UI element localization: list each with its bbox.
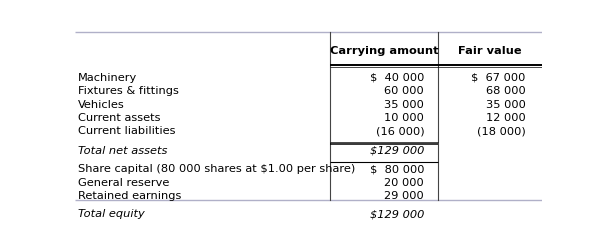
Text: Vehicles: Vehicles [78,100,125,109]
Text: Fair value: Fair value [458,46,522,56]
Text: Carrying amount: Carrying amount [330,46,438,56]
Text: 35 000: 35 000 [486,100,526,109]
Text: 12 000: 12 000 [486,113,526,123]
Text: Current liabilities: Current liabilities [78,126,175,136]
Text: $129 000: $129 000 [370,146,424,156]
Text: Retained earnings: Retained earnings [78,191,181,201]
Text: General reserve: General reserve [78,178,169,188]
Text: 29 000: 29 000 [385,191,424,201]
Text: 20 000: 20 000 [385,178,424,188]
Text: Total net assets: Total net assets [78,146,167,156]
Text: Machinery: Machinery [78,73,137,83]
Text: (18 000): (18 000) [477,126,526,136]
Text: Total equity: Total equity [78,209,144,219]
Text: 10 000: 10 000 [384,113,424,123]
Text: 68 000: 68 000 [486,86,526,96]
Text: Current assets: Current assets [78,113,160,123]
Text: Fixtures & fittings: Fixtures & fittings [78,86,178,96]
Text: $129 000: $129 000 [370,209,424,219]
Text: 35 000: 35 000 [384,100,424,109]
Text: Share capital (80 000 shares at $1.00 per share): Share capital (80 000 shares at $1.00 pe… [78,164,355,174]
Text: $  80 000: $ 80 000 [370,164,424,174]
Text: $  40 000: $ 40 000 [370,73,424,83]
Text: (16 000): (16 000) [376,126,424,136]
Text: $  67 000: $ 67 000 [471,73,526,83]
Text: 60 000: 60 000 [385,86,424,96]
